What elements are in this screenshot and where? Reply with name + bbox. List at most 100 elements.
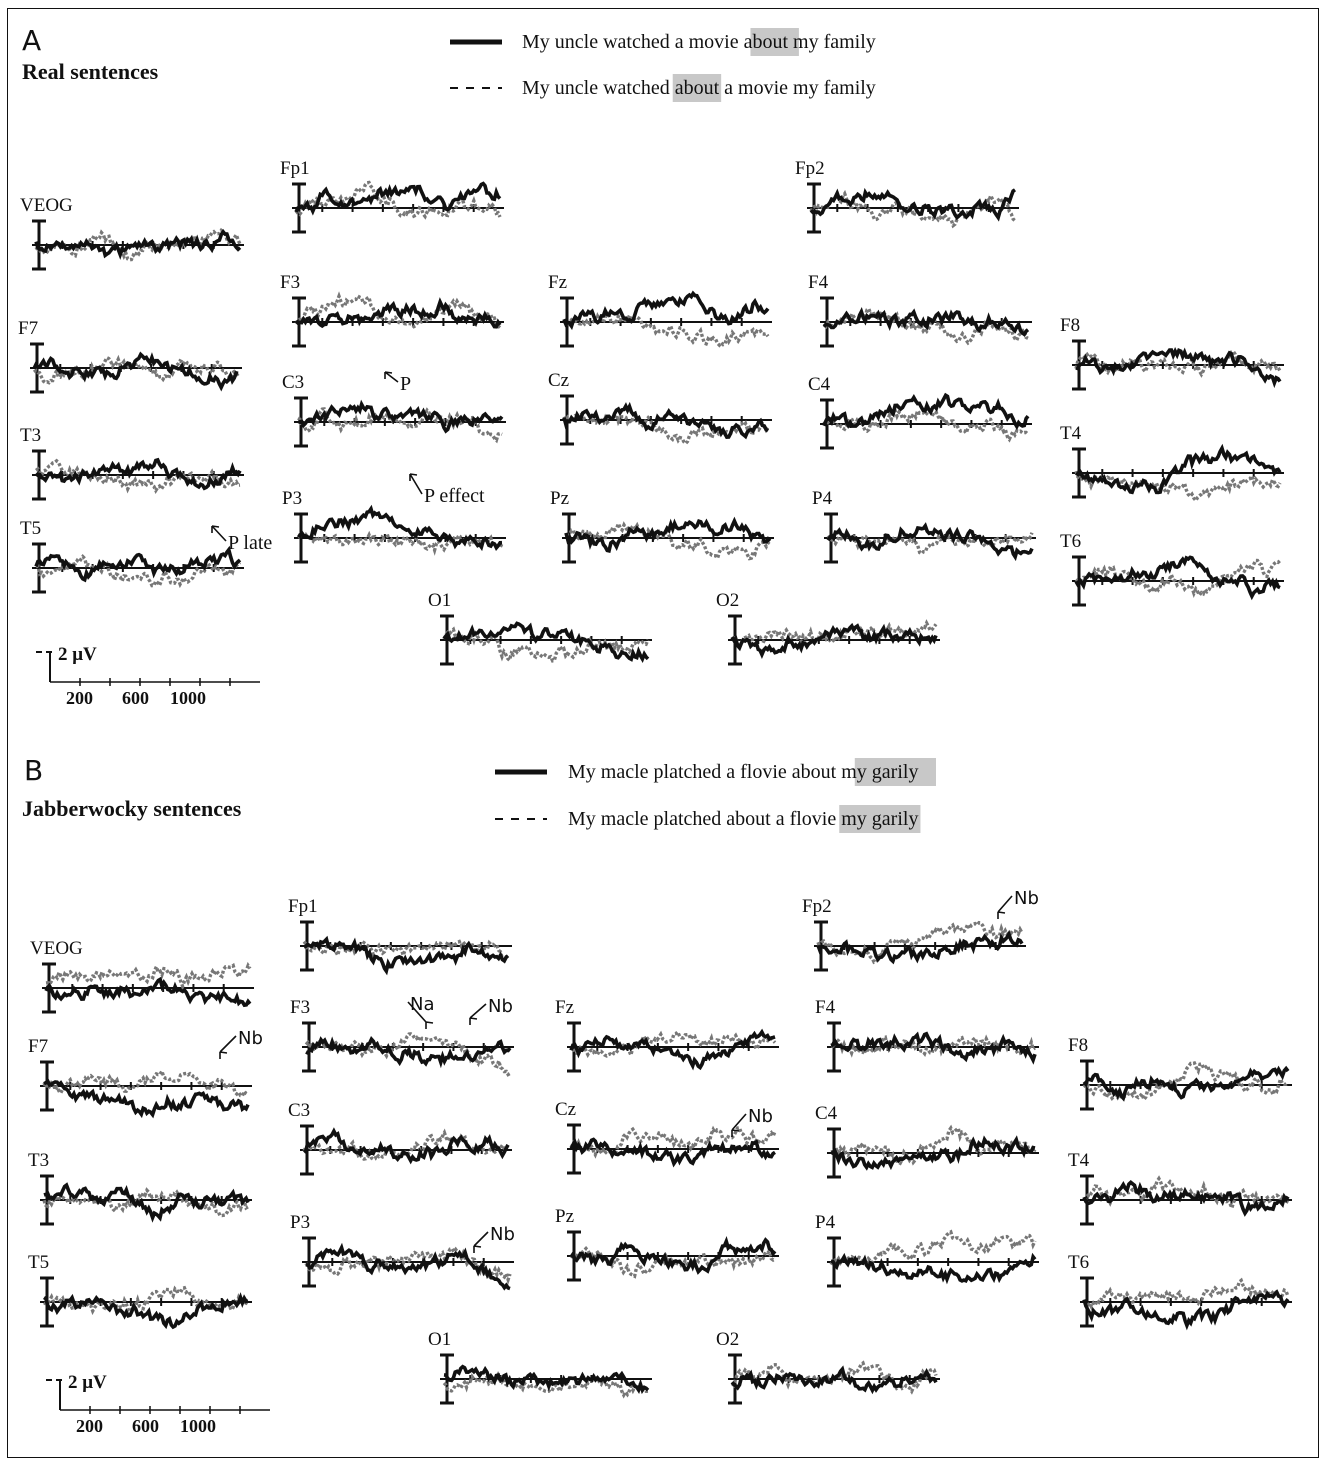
solid-waveform [42, 1292, 249, 1330]
annotation-arrow [384, 371, 399, 383]
solid-waveform [34, 457, 242, 491]
electrode-f7: F7 [18, 318, 242, 394]
solid-waveform [1082, 1180, 1290, 1217]
electrode-label: Cz [548, 370, 569, 391]
sentence-part: My uncle watched [522, 77, 675, 99]
electrode-label: F8 [1060, 315, 1080, 336]
solid-waveform [297, 399, 504, 434]
annotation-arrow [473, 1231, 489, 1253]
annotation-nb: Nb [731, 1106, 773, 1137]
electrode-label: F3 [290, 997, 310, 1018]
electrode-label: O1 [428, 1329, 451, 1350]
sentence-part: My macle platched a flovie about [568, 761, 841, 783]
solid-waveform [730, 622, 938, 660]
time-tick-label: 600 [132, 1416, 159, 1436]
solid-waveform [32, 351, 239, 392]
solid-waveform [830, 1252, 1037, 1285]
electrode-t6: T6 [1068, 1252, 1292, 1331]
highlighted-word: my garily [841, 761, 918, 783]
electrode-label: T6 [1068, 1252, 1089, 1273]
solid-waveform [44, 976, 252, 1008]
electrode-pz: Pz [550, 488, 774, 564]
electrode-label: F4 [815, 997, 836, 1018]
electrode-label: C3 [288, 1100, 310, 1121]
electrode-label: Fp1 [280, 158, 310, 179]
annotation-nb: Nb [469, 996, 513, 1025]
solid-waveform [305, 1035, 512, 1069]
time-tick-label: 1000 [180, 1416, 216, 1436]
electrode-label: O1 [428, 590, 451, 611]
amplitude-marker [36, 651, 52, 682]
dashed-waveform [304, 1246, 512, 1286]
highlight-box [750, 28, 799, 56]
dashed-waveform [43, 1285, 250, 1316]
highlight-box [854, 758, 936, 786]
electrode-f8: F8 [1060, 315, 1284, 391]
highlighted-word: my garily [841, 808, 918, 830]
electrode-fp2: Fp2 [795, 158, 1019, 234]
legend-row-dashed: My uncle watched about a movie my family [450, 74, 876, 102]
dashed-waveform [563, 311, 770, 348]
electrode-label: O2 [716, 1329, 739, 1350]
electrode-f7: F7 [28, 1036, 252, 1119]
dashed-waveform [829, 1229, 1037, 1267]
time-tick-label: 200 [66, 688, 93, 708]
electrode-fp2: Fp2 [802, 896, 1026, 972]
electrode-label: Fp2 [802, 896, 832, 917]
electrode-label: T6 [1060, 531, 1081, 552]
annotation-label: P late [228, 532, 272, 554]
dashed-waveform [42, 1066, 249, 1098]
annotation-arrow [469, 1003, 487, 1025]
panel-title: Jabberwocky sentences [22, 796, 242, 821]
electrode-label: F7 [18, 318, 38, 339]
electrode-t5: T5 [28, 1252, 252, 1330]
time-amplitude-scale: 2 μV 200 600 1000 [36, 644, 260, 708]
dashed-waveform [822, 404, 1030, 443]
electrode-label: T5 [20, 518, 41, 539]
solid-waveform [816, 929, 1024, 965]
electrode-label: C4 [815, 1103, 838, 1124]
annotation-arrow [407, 1001, 434, 1029]
electrode-t4: T4 [1060, 423, 1284, 504]
solid-waveform [34, 545, 242, 583]
electrode-cz: Cz [548, 370, 772, 446]
panel-title: Real sentences [22, 59, 159, 84]
electrode-label: VEOG [20, 195, 73, 216]
electrode-label: F8 [1068, 1035, 1088, 1056]
solid-waveform [569, 1236, 777, 1275]
highlight-box [672, 74, 722, 102]
electrode-label: C3 [282, 372, 304, 393]
electrode-label: T5 [28, 1252, 49, 1273]
electrode-fp1: Fp1 [288, 896, 512, 976]
sentence-part: a movie my family [719, 77, 876, 99]
solid-waveform [569, 1028, 776, 1071]
solid-waveform [305, 1242, 511, 1291]
solid-waveform [1082, 1065, 1290, 1102]
electrode-o1: O1 [428, 1329, 652, 1405]
annotation-p: P [384, 371, 411, 395]
dashed-waveform [826, 532, 1034, 556]
annotation-na: Na [407, 994, 435, 1029]
annotation-arrow [731, 1113, 747, 1137]
solid-waveform [809, 187, 1017, 222]
electrode-fz: Fz [555, 997, 779, 1073]
electrode-label: Pz [555, 1206, 574, 1227]
electrode-t6: T6 [1060, 531, 1284, 607]
solid-waveform [562, 290, 770, 331]
highlighted-word: about [744, 31, 789, 53]
annotation-label: Nb [238, 1028, 263, 1049]
electrode-t3: T3 [20, 425, 244, 501]
electrode-label: T4 [1068, 1150, 1090, 1171]
electrode-o2: O2 [716, 590, 940, 666]
solid-waveform [1074, 555, 1281, 601]
solid-waveform [564, 516, 772, 553]
electrode-t3: T3 [28, 1150, 252, 1226]
solid-waveform [1075, 346, 1282, 389]
annotation-label: Nb [490, 1224, 515, 1245]
electrode-f8: F8 [1068, 1035, 1292, 1111]
electrode-label: VEOG [30, 938, 83, 959]
electrode-veog: VEOG [20, 195, 244, 271]
solid-waveform [297, 504, 503, 552]
electrode-p4: P4 [812, 488, 1036, 564]
